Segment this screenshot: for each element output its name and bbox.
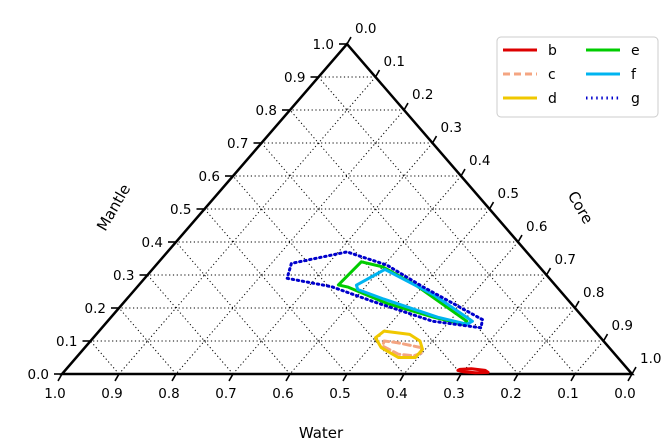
grid-line-water <box>289 109 519 375</box>
legend-label-c: c <box>548 67 556 83</box>
tick-label-water: 0.3 <box>443 386 464 402</box>
tick-label-water: 0.5 <box>329 386 350 402</box>
tick-label-core: 0.4 <box>469 153 490 169</box>
grid-line-water <box>147 274 234 375</box>
axis-title-water: Water <box>299 424 344 439</box>
contour-series-g <box>285 250 484 330</box>
axis-title-core: Core <box>564 188 597 227</box>
tick-layer: 1.0 0.9 0.8 0.7 0.6 0.5 0.4 0.3 0.2 0.1 0.0 0.0 0.1 0… <box>28 21 662 402</box>
grid-line-core <box>232 142 433 375</box>
tick-label-water: 0.6 <box>272 386 293 402</box>
tick-mark-core <box>517 234 523 243</box>
tick-label-water: 0.8 <box>158 386 179 402</box>
tick-label-core: 1.0 <box>640 351 661 367</box>
grid-line-core <box>460 274 547 375</box>
tick-label-core: 0.3 <box>441 120 462 136</box>
tick-mark-water <box>57 373 63 382</box>
tick-label-mantle: 0.2 <box>85 301 106 317</box>
legend-label-d: d <box>548 91 557 107</box>
contour-series-e <box>336 260 469 326</box>
tick-label-core: 0.2 <box>412 87 433 103</box>
tick-mark-core <box>602 333 609 342</box>
grid-line-core <box>175 109 405 375</box>
grid-layer <box>90 76 604 375</box>
grid-line-core <box>574 340 604 375</box>
tick-label-core: 0.9 <box>612 318 633 334</box>
tick-label-mantle: 0.4 <box>142 235 163 251</box>
tick-mark-water <box>228 373 234 382</box>
tick-label-mantle: 0.1 <box>56 334 77 350</box>
contour-series-d <box>374 329 424 359</box>
grid-line-core <box>517 307 576 375</box>
tick-mark-core <box>431 135 438 144</box>
tick-mark-water <box>114 373 120 382</box>
tick-mark-water <box>399 373 405 382</box>
legend-label-g: g <box>631 91 640 107</box>
tick-label-mantle: 0.8 <box>256 103 277 119</box>
tick-mark-core <box>545 267 552 276</box>
tick-label-core: 0.1 <box>384 54 405 70</box>
tick-label-core: 0.0 <box>355 21 376 37</box>
tick-label-core: 0.6 <box>526 219 547 235</box>
tick-mark-water <box>342 373 348 382</box>
contour-series-f <box>354 267 474 326</box>
tick-label-mantle: 0.6 <box>199 169 220 185</box>
grid-line-water <box>175 241 291 375</box>
grid-line-water <box>118 307 177 375</box>
axis-title-mantle: Mantle <box>93 181 134 234</box>
contour-series-b <box>456 367 490 375</box>
tick-label-mantle: 0.3 <box>113 268 134 284</box>
tick-mark-water <box>456 373 462 382</box>
tick-mark-core <box>488 201 495 210</box>
tick-label-mantle: 0.0 <box>28 367 49 383</box>
tick-mark-water <box>513 373 519 382</box>
tick-label-mantle: 0.9 <box>284 70 305 86</box>
tick-mark-core <box>460 168 466 177</box>
tick-mark-water <box>171 373 177 382</box>
grid-line-core <box>403 241 519 375</box>
tick-label-core: 0.8 <box>583 285 604 301</box>
legend: bcd efg <box>496 36 659 118</box>
tick-label-mantle: 1.0 <box>313 37 334 53</box>
tick-label-water: 0.0 <box>614 386 635 402</box>
tick-mark-core <box>574 300 580 309</box>
tick-mark-water <box>285 373 291 382</box>
tick-mark-water <box>570 373 576 382</box>
tick-label-mantle: 0.5 <box>170 202 191 218</box>
grid-line-water <box>204 208 348 375</box>
tick-mark-core <box>346 36 352 45</box>
tick-label-water: 0.9 <box>101 386 122 402</box>
legend-label-e: e <box>631 43 640 59</box>
tick-label-water: 0.7 <box>215 386 236 402</box>
tick-label-core: 0.7 <box>555 252 576 268</box>
legend-label-b: b <box>548 43 557 59</box>
tick-label-water: 0.4 <box>386 386 407 402</box>
grid-line-core <box>346 208 490 375</box>
tick-label-water: 0.2 <box>500 386 521 402</box>
tick-label-core: 0.5 <box>498 186 519 202</box>
grid-line-water <box>318 76 576 375</box>
tick-mark-water <box>627 373 633 382</box>
tick-mark-core <box>403 102 409 111</box>
tick-label-water: 1.0 <box>44 386 65 402</box>
tick-label-mantle: 0.7 <box>227 136 248 152</box>
grid-line-water <box>261 142 462 375</box>
grid-line-water <box>90 340 120 375</box>
tick-mark-core <box>631 366 637 375</box>
tick-label-water: 0.1 <box>557 386 578 402</box>
legend-label-f: f <box>631 67 637 83</box>
tick-mark-core <box>374 69 381 78</box>
grid-line-core <box>118 76 376 375</box>
series-layer <box>285 250 490 375</box>
